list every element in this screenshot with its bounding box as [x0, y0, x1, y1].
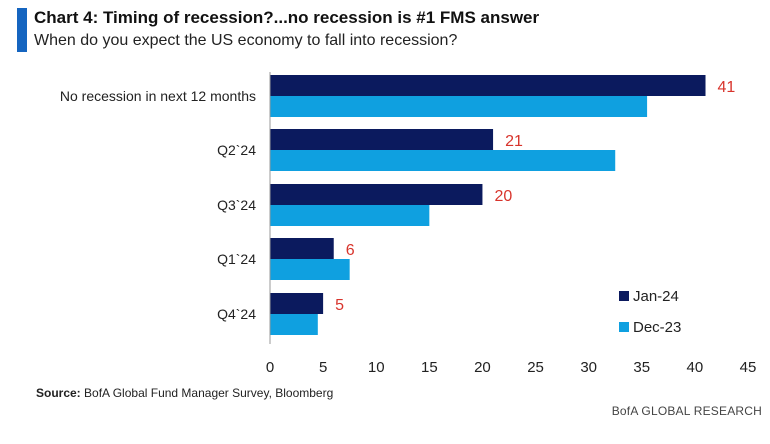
x-tick-label: 25 [527, 359, 544, 376]
legend-label: Jan-24 [633, 288, 679, 305]
legend-label: Dec-23 [633, 319, 681, 336]
bar-jan-24-2 [270, 184, 483, 205]
x-tick-label: 15 [421, 359, 438, 376]
category-label: No recession in next 12 months [60, 88, 256, 104]
bar-jan-24-0 [270, 75, 706, 96]
accent-bar [17, 8, 27, 52]
category-label: Q3`24 [217, 197, 256, 213]
bar-dec-23-0 [270, 96, 648, 117]
category-label: Q2`24 [217, 142, 256, 158]
bar-jan-24-1 [270, 129, 494, 150]
data-label: 21 [505, 133, 523, 150]
bar-dec-23-3 [270, 259, 350, 280]
source-label: Source: [36, 386, 81, 400]
x-tick-label: 20 [474, 359, 491, 376]
bar-dec-23-1 [270, 150, 616, 171]
bar-dec-23-2 [270, 205, 430, 226]
data-label: 5 [335, 297, 344, 314]
bar-jan-24-3 [270, 238, 334, 259]
x-tick-label: 10 [368, 359, 385, 376]
legend-swatch-jan-24 [619, 291, 629, 301]
chart-title: Chart 4: Timing of recession?...no reces… [34, 8, 540, 27]
source-text: BofA Global Fund Manager Survey, Bloombe… [84, 386, 334, 400]
x-tick-label: 40 [687, 359, 704, 376]
source-note: Source: BofA Global Fund Manager Survey,… [36, 386, 333, 400]
bar-jan-24-4 [270, 293, 324, 314]
x-tick-label: 5 [319, 359, 327, 376]
category-label: Q4`24 [217, 306, 256, 322]
chart-subtitle: When do you expect the US economy to fal… [34, 32, 458, 49]
data-label: 6 [346, 242, 355, 259]
brand-footer: BofA GLOBAL RESEARCH [611, 404, 762, 418]
category-label: Q1`24 [217, 251, 256, 267]
legend-swatch-dec-23 [619, 322, 629, 332]
x-tick-label: 0 [266, 359, 274, 376]
x-tick-label: 30 [580, 359, 597, 376]
bar-dec-23-4 [270, 314, 318, 335]
data-label: 41 [718, 79, 736, 96]
x-tick-label: 35 [633, 359, 650, 376]
x-tick-label: 45 [740, 359, 757, 376]
data-label: 20 [494, 188, 512, 205]
